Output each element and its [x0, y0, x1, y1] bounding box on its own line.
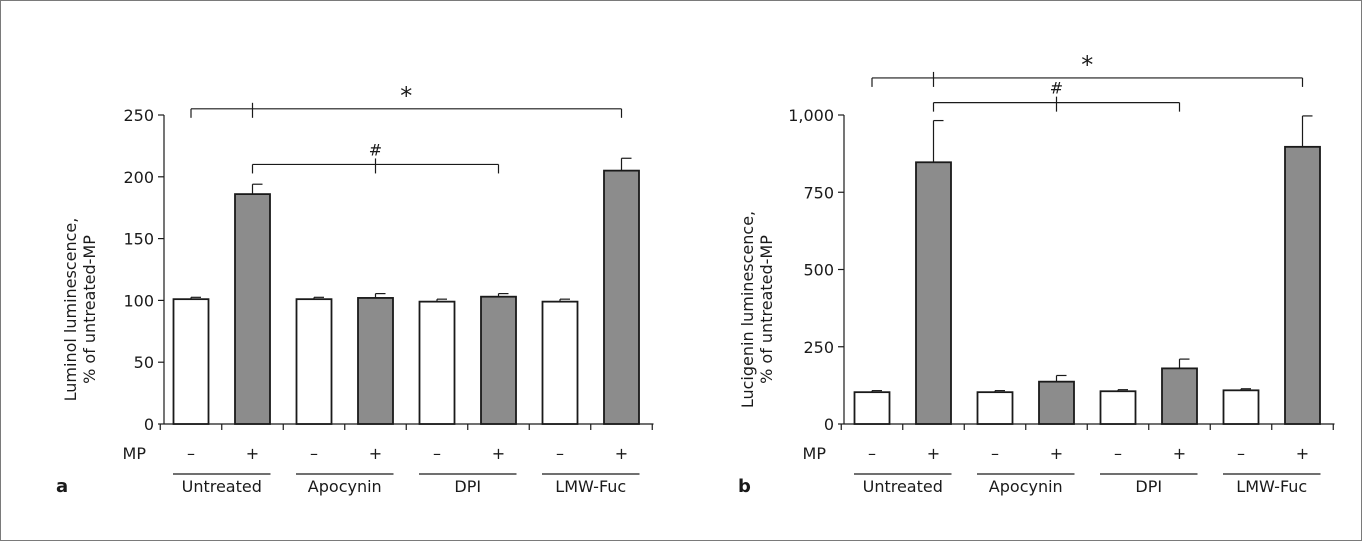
- mp-plus-sign: +: [1296, 444, 1309, 463]
- significance-marker: *: [400, 82, 412, 110]
- bar-mp-negative: [295, 298, 333, 425]
- bar-mp-positive: [1161, 367, 1198, 425]
- bar-mp-positive: [603, 169, 640, 425]
- group-label: DPI: [454, 477, 481, 496]
- y-tick-label: 0: [144, 415, 154, 434]
- y-tick-label: 150: [123, 230, 154, 249]
- group-label: LMW-Fuc: [1236, 477, 1307, 496]
- mp-minus-sign: –: [868, 444, 876, 463]
- panel-label: b: [738, 476, 751, 497]
- mp-minus-sign: –: [310, 444, 318, 463]
- mp-row-label: MP: [123, 444, 147, 463]
- bar-mp-positive: [234, 193, 271, 425]
- bar-mp-negative: [1099, 390, 1137, 425]
- y-tick-label: 0: [824, 415, 834, 434]
- mp-minus-sign: –: [1237, 444, 1245, 463]
- y-tick-label: 250: [123, 106, 154, 125]
- bar-mp-negative: [1222, 389, 1260, 425]
- mp-minus-sign: –: [187, 444, 195, 463]
- y-axis-label: % of untreated-MP: [80, 235, 99, 384]
- bar-mp-negative: [172, 298, 210, 425]
- mp-plus-sign: +: [1050, 444, 1063, 463]
- y-tick-label: 1,000: [788, 106, 834, 125]
- bar-mp-negative: [418, 300, 456, 425]
- mp-plus-sign: +: [492, 444, 505, 463]
- bar-mp-negative: [541, 300, 579, 425]
- bar-mp-positive: [1284, 145, 1321, 425]
- y-tick-label: 100: [123, 291, 154, 310]
- group-label: Untreated: [182, 477, 262, 496]
- mp-minus-sign: –: [556, 444, 564, 463]
- significance-marker: *: [1081, 51, 1093, 79]
- bar-mp-positive: [357, 297, 394, 425]
- bar-mp-positive: [915, 161, 952, 425]
- group-label: Apocynin: [989, 477, 1063, 496]
- mp-minus-sign: –: [1114, 444, 1122, 463]
- significance-marker: #: [369, 140, 382, 159]
- y-tick-label: 200: [123, 168, 154, 187]
- y-axis-label: Lucigenin luminescence,: [738, 211, 757, 408]
- y-tick-label: 50: [134, 353, 154, 372]
- significance-marker: #: [1050, 79, 1063, 98]
- group-label: Untreated: [863, 477, 943, 496]
- bar-mp-negative: [976, 391, 1014, 425]
- mp-plus-sign: +: [615, 444, 628, 463]
- y-axis-label: Luminol luminescence,: [61, 218, 80, 402]
- group-label: LMW-Fuc: [555, 477, 626, 496]
- bar-mp-positive: [480, 295, 517, 425]
- mp-minus-sign: –: [991, 444, 999, 463]
- panel-label: a: [56, 476, 68, 497]
- bar-mp-negative: [853, 391, 891, 425]
- bar-mp-positive: [1038, 380, 1075, 425]
- mp-minus-sign: –: [433, 444, 441, 463]
- y-tick-label: 750: [803, 183, 834, 202]
- mp-row-label: MP: [803, 444, 827, 463]
- y-tick-label: 500: [803, 261, 834, 280]
- group-label: DPI: [1135, 477, 1162, 496]
- group-label: Apocynin: [308, 477, 382, 496]
- mp-plus-sign: +: [927, 444, 940, 463]
- y-tick-label: 250: [803, 338, 834, 357]
- mp-plus-sign: +: [369, 444, 382, 463]
- mp-plus-sign: +: [246, 444, 259, 463]
- y-axis-label: % of untreated-MP: [757, 235, 776, 384]
- mp-plus-sign: +: [1173, 444, 1186, 463]
